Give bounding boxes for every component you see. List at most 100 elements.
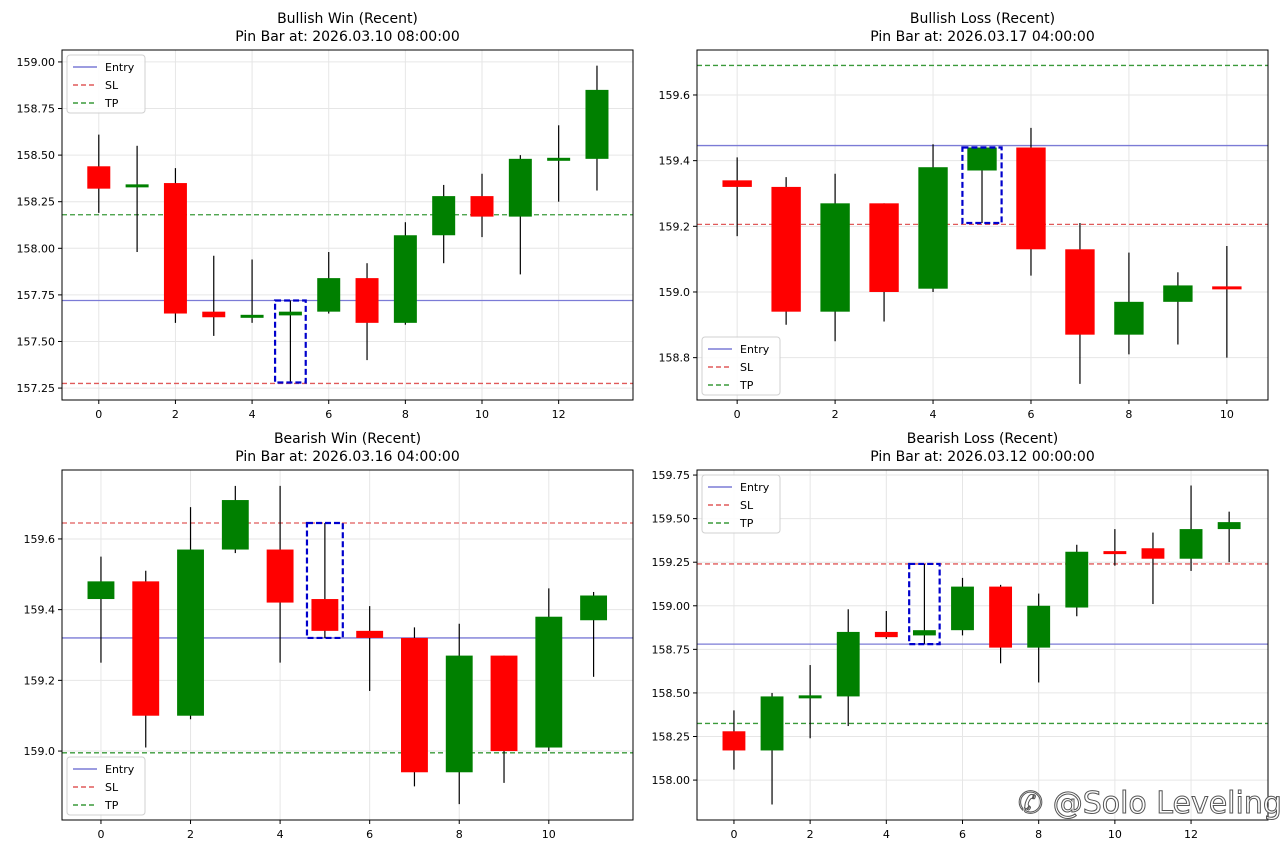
x-tick-label: 10	[1108, 828, 1122, 841]
panel-1: 0 2 4 6 8 10 12 157.25 157.50 157.75 158.00 158.25 1…	[17, 49, 634, 421]
x-tick-label: 4	[249, 408, 256, 421]
candle	[874, 611, 898, 639]
legend: Entry SL TP	[66, 54, 146, 114]
candle	[1141, 532, 1165, 605]
legend-sl: SL	[105, 781, 119, 794]
legend-tp: TP	[739, 379, 754, 392]
y-tick-label: 159.75	[652, 469, 691, 482]
legend: Entry SL TP	[66, 756, 146, 816]
candle	[580, 591, 608, 677]
panel-4-subtitle: Pin Bar at: 2026.03.12 00:00:00	[870, 449, 1095, 465]
legend-sl: SL	[740, 361, 754, 374]
x-tick-label: 4	[277, 828, 284, 841]
panel-3-title: Bearish Win (Recent) Pin Bar at: 2026.03…	[62, 430, 633, 466]
candle	[87, 556, 115, 663]
y-tick-label: 159.0	[659, 286, 691, 299]
candle	[1016, 127, 1046, 276]
candle	[1027, 593, 1051, 683]
axis-ticks: 0 2 4 6 8 10 159.0 159.2 159.4 159.6	[24, 533, 556, 841]
x-tick-label: 6	[1027, 408, 1034, 421]
axes-frame	[61, 49, 634, 401]
candle	[266, 485, 294, 663]
candle	[132, 570, 160, 748]
axes-frame	[696, 49, 1269, 401]
y-tick-label: 157.50	[17, 335, 56, 348]
panel-1-subtitle: Pin Bar at: 2026.03.10 08:00:00	[235, 29, 460, 45]
candle	[278, 300, 302, 383]
y-tick-label: 159.4	[659, 155, 691, 168]
y-tick-label: 158.8	[659, 352, 691, 365]
x-tick-label: 8	[1035, 828, 1042, 841]
y-tick-label: 157.25	[17, 382, 56, 395]
x-tick-label: 10	[475, 408, 489, 421]
panel-4: 0 2 4 6 8 10 12 158.00 158.25 158.50 158.75 159.00 1…	[652, 469, 1269, 841]
candle	[722, 157, 752, 237]
axis-ticks: 0 2 4 6 8 10 12 157.25 157.50 157.75 158.00 158.25 1…	[17, 56, 566, 421]
candle	[490, 655, 518, 783]
y-tick-label: 158.50	[652, 687, 691, 700]
legend-tp: TP	[104, 97, 119, 110]
x-tick-label: 2	[832, 408, 839, 421]
x-tick-label: 10	[542, 828, 556, 841]
candle	[470, 173, 494, 238]
legend-entry: Entry	[105, 61, 135, 74]
legend-tp: TP	[104, 799, 119, 812]
candle	[317, 252, 341, 314]
y-tick-label: 158.75	[652, 643, 691, 656]
candle	[445, 623, 473, 805]
y-tick-label: 159.50	[652, 513, 691, 526]
x-tick-label: 2	[172, 408, 179, 421]
candle	[356, 606, 384, 691]
candle	[869, 203, 899, 322]
legend-entry: Entry	[740, 481, 770, 494]
candle	[240, 259, 264, 323]
panel-1-title: Bullish Win (Recent) Pin Bar at: 2026.03…	[62, 10, 633, 46]
x-tick-label: 8	[402, 408, 409, 421]
y-tick-label: 158.25	[652, 731, 691, 744]
candle	[547, 125, 571, 202]
pin-bar-highlight	[273, 299, 307, 384]
panel-4-title: Bearish Loss (Recent) Pin Bar at: 2026.0…	[697, 430, 1268, 466]
panel-2-subtitle: Pin Bar at: 2026.03.17 04:00:00	[870, 29, 1095, 45]
legend: Entry SL TP	[701, 336, 781, 396]
candle	[535, 588, 563, 752]
watermark: ✆ @Solo Leveling	[1017, 786, 1280, 822]
legend-sl: SL	[105, 79, 119, 92]
panel-2-title: Bullish Loss (Recent) Pin Bar at: 2026.0…	[697, 10, 1268, 46]
legend-entry: Entry	[105, 763, 135, 776]
y-tick-label: 159.2	[24, 674, 56, 687]
candle	[125, 145, 149, 253]
y-tick-label: 158.50	[17, 149, 56, 162]
candle	[1065, 223, 1095, 384]
candle	[798, 665, 822, 739]
y-tick-label: 159.2	[659, 220, 691, 233]
watermark-text: @Solo Leveling	[1052, 786, 1280, 822]
panel-2-title-text: Bullish Loss (Recent)	[909, 11, 1056, 27]
candle	[989, 584, 1013, 664]
candle	[836, 609, 860, 727]
x-tick-label: 0	[734, 408, 741, 421]
candle	[771, 177, 801, 325]
y-tick-label: 159.00	[652, 600, 691, 613]
x-tick-label: 6	[959, 828, 966, 841]
candle	[393, 222, 417, 325]
panel-1-title-text: Bullish Win (Recent)	[277, 11, 418, 27]
panel-3-title-text: Bearish Win (Recent)	[273, 431, 422, 447]
axes-frame	[696, 469, 1269, 821]
candle	[1217, 511, 1241, 563]
pin-bar-highlight	[305, 521, 344, 640]
candle	[163, 168, 187, 323]
x-tick-label: 6	[366, 828, 373, 841]
zhihu-logo-icon: ✆	[1017, 786, 1044, 822]
x-tick-label: 0	[95, 408, 102, 421]
candle	[1103, 529, 1127, 566]
y-tick-label: 159.00	[17, 56, 56, 69]
candle	[311, 523, 339, 638]
y-tick-label: 159.6	[24, 533, 56, 546]
candle	[202, 255, 226, 336]
panel-4-title-text: Bearish Loss (Recent)	[906, 431, 1059, 447]
panel-3: 0 2 4 6 8 10 159.0 159.2 159.4 159.6 Entry SL TP	[24, 469, 634, 841]
y-tick-label: 159.4	[24, 604, 56, 617]
candle	[722, 710, 746, 770]
